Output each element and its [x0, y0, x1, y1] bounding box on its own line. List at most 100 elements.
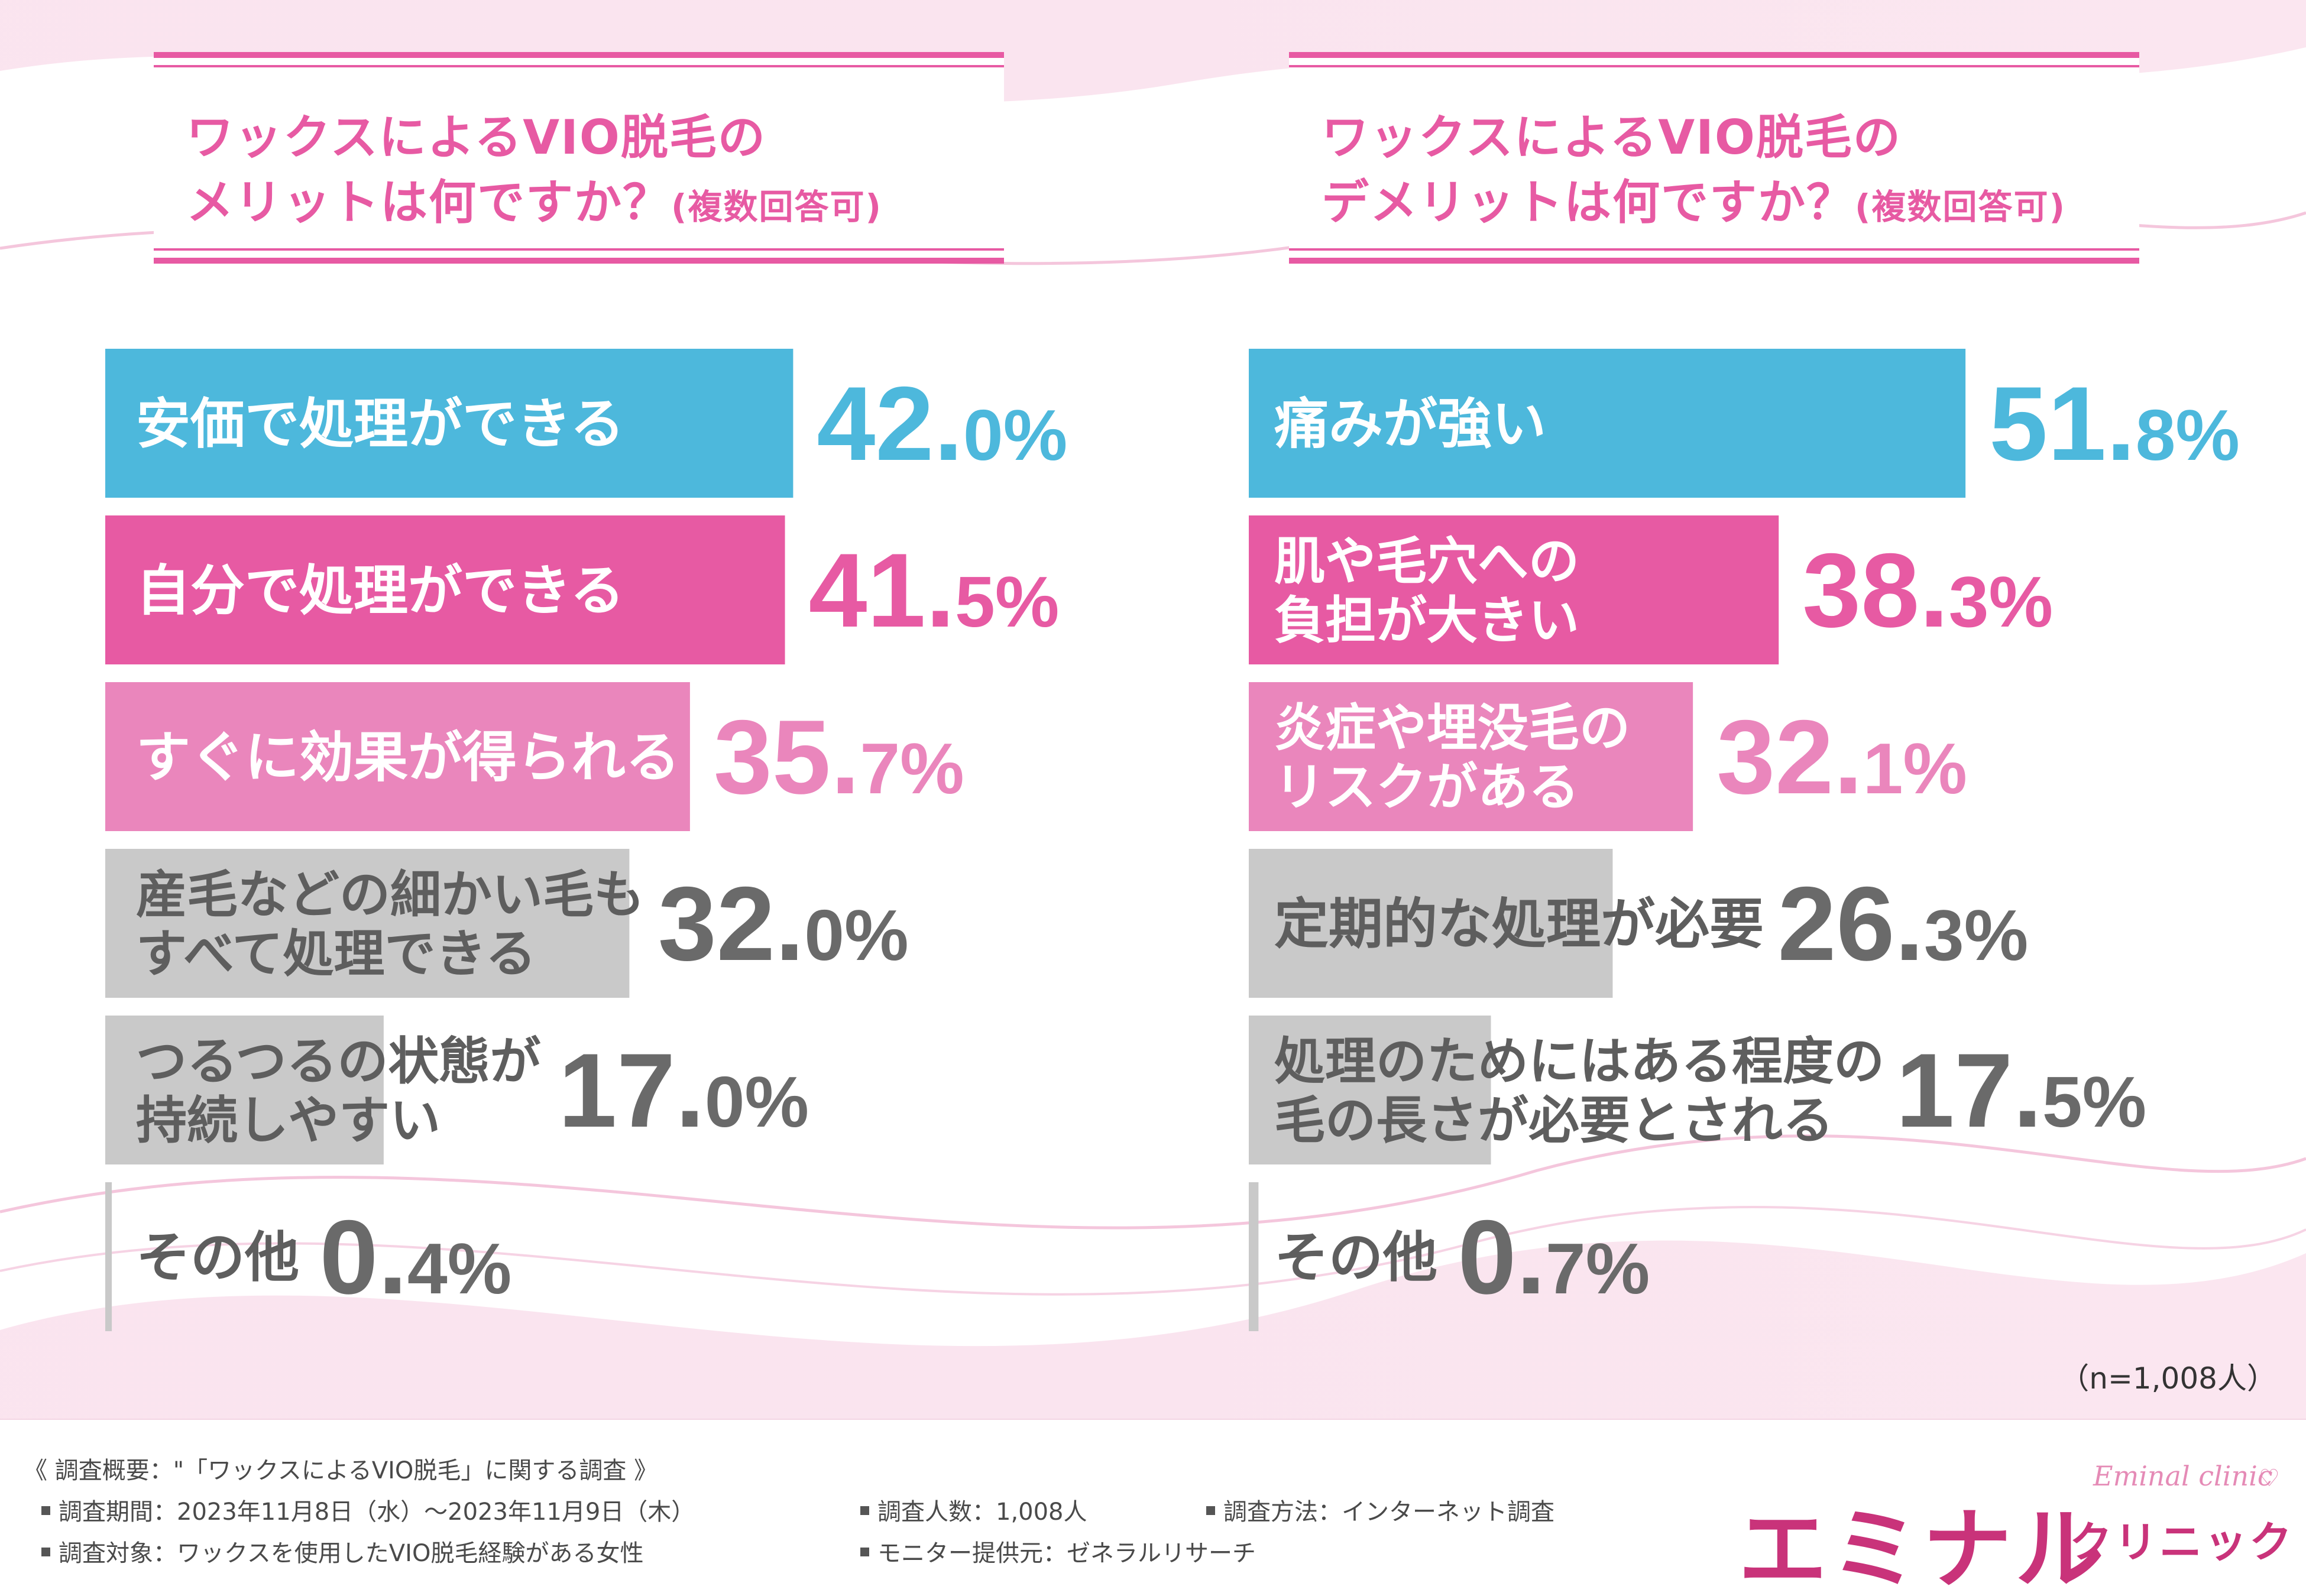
merit-value-label-0: 42.0% [817, 365, 1067, 482]
demerit-bar-5 [1249, 1182, 1259, 1331]
merit-value-int-3: 32. [658, 865, 804, 982]
demerit-value-label-5: 0.7% [1458, 1198, 1650, 1316]
merit-value-label-4: 17.0% [558, 1031, 809, 1149]
survey-period-text: 調査期間：2023年11月8日（水）～2023年11月9日（木） [59, 1498, 695, 1526]
merit-value-int-5: 0. [319, 1198, 407, 1316]
demerit-category-label-5: その他 [1274, 1226, 1437, 1289]
survey-count-text: 調査人数：1,008人 [877, 1498, 1087, 1526]
survey-count: 調査人数：1,008人 [860, 1493, 1087, 1527]
merit-bar-3 [105, 849, 630, 998]
demerit-category-label-3: 定期的な処理が必要 [1274, 893, 1764, 956]
demerit-bar-1 [1249, 515, 1779, 664]
demerit-category-line-0-0: 痛みが強い [1274, 392, 1546, 456]
demerit-category-label-0: 痛みが強い [1274, 392, 1546, 456]
logo-english-text: Eminal clinic [2093, 1460, 2273, 1492]
merit-value-dec-2: 7% [860, 728, 964, 809]
demerit-category-line-2-0: 炎症や埋没毛の [1274, 699, 1630, 758]
bullet-square [860, 1547, 869, 1556]
merit-value-dec-5: 4% [407, 1228, 511, 1309]
demerit-value-int-5: 0. [1458, 1198, 1545, 1316]
survey-footer [0, 1419, 2306, 1596]
demerit-category-line-2-1: リスクがある [1274, 758, 1579, 817]
demerit-category-line-4-0: 処理のためにはある程度の [1274, 1032, 1884, 1091]
merit-category-line-0-0: 安価で処理ができる [136, 392, 624, 456]
merit-category-label-4: つるつるの状態が持続しやすい [136, 1032, 541, 1150]
merit-bar-0 [105, 349, 794, 498]
demerit-title-line-2-text: デメリットは何ですか？ [1322, 175, 1855, 230]
merit-category-line-5-0: その他 [136, 1226, 299, 1289]
merit-value-int-2: 35. [714, 698, 860, 816]
merit-value-dec-1: 5% [955, 562, 1059, 642]
merit-value-label-3: 32.0% [658, 865, 909, 982]
demerit-value-label-3: 26.3% [1777, 865, 2028, 982]
merit-bar-2 [105, 682, 690, 831]
merit-category-label-2: すぐに効果が得られる [136, 726, 680, 789]
merit-category-line-4-0: つるつるの状態が [136, 1032, 541, 1091]
merit-title-suffix: (複数回答可) [671, 187, 883, 227]
merit-title-line-2: メリットは何ですか？(複数回答可) [186, 164, 882, 233]
demerit-category-line-3-0: 定期的な処理が必要 [1274, 893, 1764, 956]
survey-provider-text: モニター提供元：ゼネラルリサーチ [877, 1540, 1256, 1567]
merit-title-line-2-text: メリットは何ですか？ [186, 175, 671, 230]
merit-category-label-1: 自分で処理ができる [136, 559, 624, 622]
logo-main-text: エミナル [1738, 1498, 2108, 1596]
demerit-value-int-0: 51. [1989, 365, 2135, 482]
demerit-bar-2 [1249, 682, 1693, 831]
merit-value-int-0: 42. [817, 365, 963, 482]
eminal-clinic-logo: エミナル クリニック Eminal clinic ♡ [1738, 1460, 2294, 1596]
demerit-category-line-1-1: 負担が大きい [1274, 591, 1579, 650]
survey-target-text: 調査対象：ワックスを使用したVIO脱毛経験がある女性 [59, 1540, 644, 1567]
merit-panel: ワックスによるVIO脱毛の メリットは何ですか？(複数回答可) 安価で処理ができ… [0, 0, 1153, 1407]
merit-value-int-1: 41. [809, 531, 955, 649]
merit-value-label-1: 41.5% [809, 531, 1060, 649]
demerit-value-int-1: 38. [1802, 531, 1948, 649]
demerit-bar-chart: 痛みが強い 51.8% 肌や毛穴への負担が大きい 38.3% 炎症や埋没毛のリスクがある… [1249, 349, 2240, 1331]
demerit-category-label-2: 炎症や埋没毛のリスクがある [1274, 699, 1630, 817]
demerit-title-line-1: ワックスによるVIO脱毛の [1322, 110, 1902, 165]
survey-method: 調査方法：インターネット調査 [1206, 1493, 1554, 1527]
demerit-value-label-2: 32.1% [1716, 698, 1967, 816]
heart-icon: ♡ [2259, 1465, 2280, 1492]
merit-value-int-4: 17. [558, 1031, 704, 1149]
demerit-bar-0 [1249, 349, 1966, 498]
demerit-panel: ワックスによるVIO脱毛の デメリットは何ですか？(複数回答可) 痛みが強い 51… [1153, 0, 2306, 1407]
merit-title-line-1: ワックスによるVIO脱毛の [186, 110, 766, 165]
demerit-category-line-4-1: 毛の長さが必要とされる [1274, 1091, 1834, 1150]
demerit-value-int-2: 32. [1716, 698, 1863, 816]
demerit-value-dec-1: 3% [1949, 562, 2053, 642]
demerit-value-label-4: 17.5% [1896, 1031, 2146, 1149]
merit-value-label-5: 0.4% [319, 1198, 511, 1316]
merit-value-dec-0: 0% [963, 395, 1067, 475]
merit-bar-chart: 安価で処理ができる 42.0%自分で処理ができる 41.5%すぐに効果が得られる 35… [105, 349, 1067, 1331]
demerit-category-line-5-0: その他 [1274, 1226, 1437, 1289]
demerit-value-int-3: 26. [1777, 865, 1923, 982]
bullet-square [860, 1506, 869, 1515]
demerit-category-line-1-0: 肌や毛穴への [1274, 532, 1579, 591]
survey-provider: モニター提供元：ゼネラルリサーチ [860, 1534, 1256, 1568]
survey-method-text: 調査方法：インターネット調査 [1223, 1498, 1554, 1526]
merit-title-box: ワックスによるVIO脱毛の メリットは何ですか？(複数回答可) [154, 52, 1004, 264]
merit-category-line-2-0: すぐに効果が得られる [136, 726, 680, 789]
demerit-category-label-4: 処理のためにはある程度の毛の長さが必要とされる [1274, 1032, 1884, 1150]
demerit-value-dec-4: 5% [2042, 1062, 2146, 1142]
bullet-square [41, 1547, 50, 1556]
sample-size-note: （n=1,008人） [2059, 1361, 2276, 1396]
merit-bar-1 [105, 515, 785, 664]
demerit-value-dec-5: 7% [1546, 1228, 1650, 1309]
demerit-bar-3 [1249, 849, 1613, 998]
survey-target: 調査対象：ワックスを使用したVIO脱毛経験がある女性 [41, 1534, 643, 1568]
merit-category-line-3-0: 産毛などの細かい毛も [136, 865, 644, 924]
merit-category-label-3: 産毛などの細かい毛もすべて処理できる [136, 865, 644, 984]
bullet-square [41, 1506, 50, 1515]
merit-value-dec-4: 0% [705, 1062, 809, 1142]
merit-category-line-1-0: 自分で処理ができる [136, 559, 624, 622]
demerit-title-suffix: (複数回答可) [1855, 187, 2067, 227]
demerit-value-dec-0: 8% [2136, 395, 2240, 475]
merit-bar-5 [105, 1182, 112, 1331]
merit-category-line-3-1: すべて処理できる [136, 924, 536, 984]
demerit-title-box: ワックスによるVIO脱毛の デメリットは何ですか？(複数回答可) [1289, 52, 2139, 264]
survey-period: 調査期間：2023年11月8日（水）～2023年11月9日（木） [41, 1493, 695, 1527]
merit-bar-4 [105, 1016, 384, 1164]
demerit-value-label-1: 38.3% [1802, 531, 2053, 649]
demerit-value-dec-2: 1% [1863, 728, 1967, 809]
